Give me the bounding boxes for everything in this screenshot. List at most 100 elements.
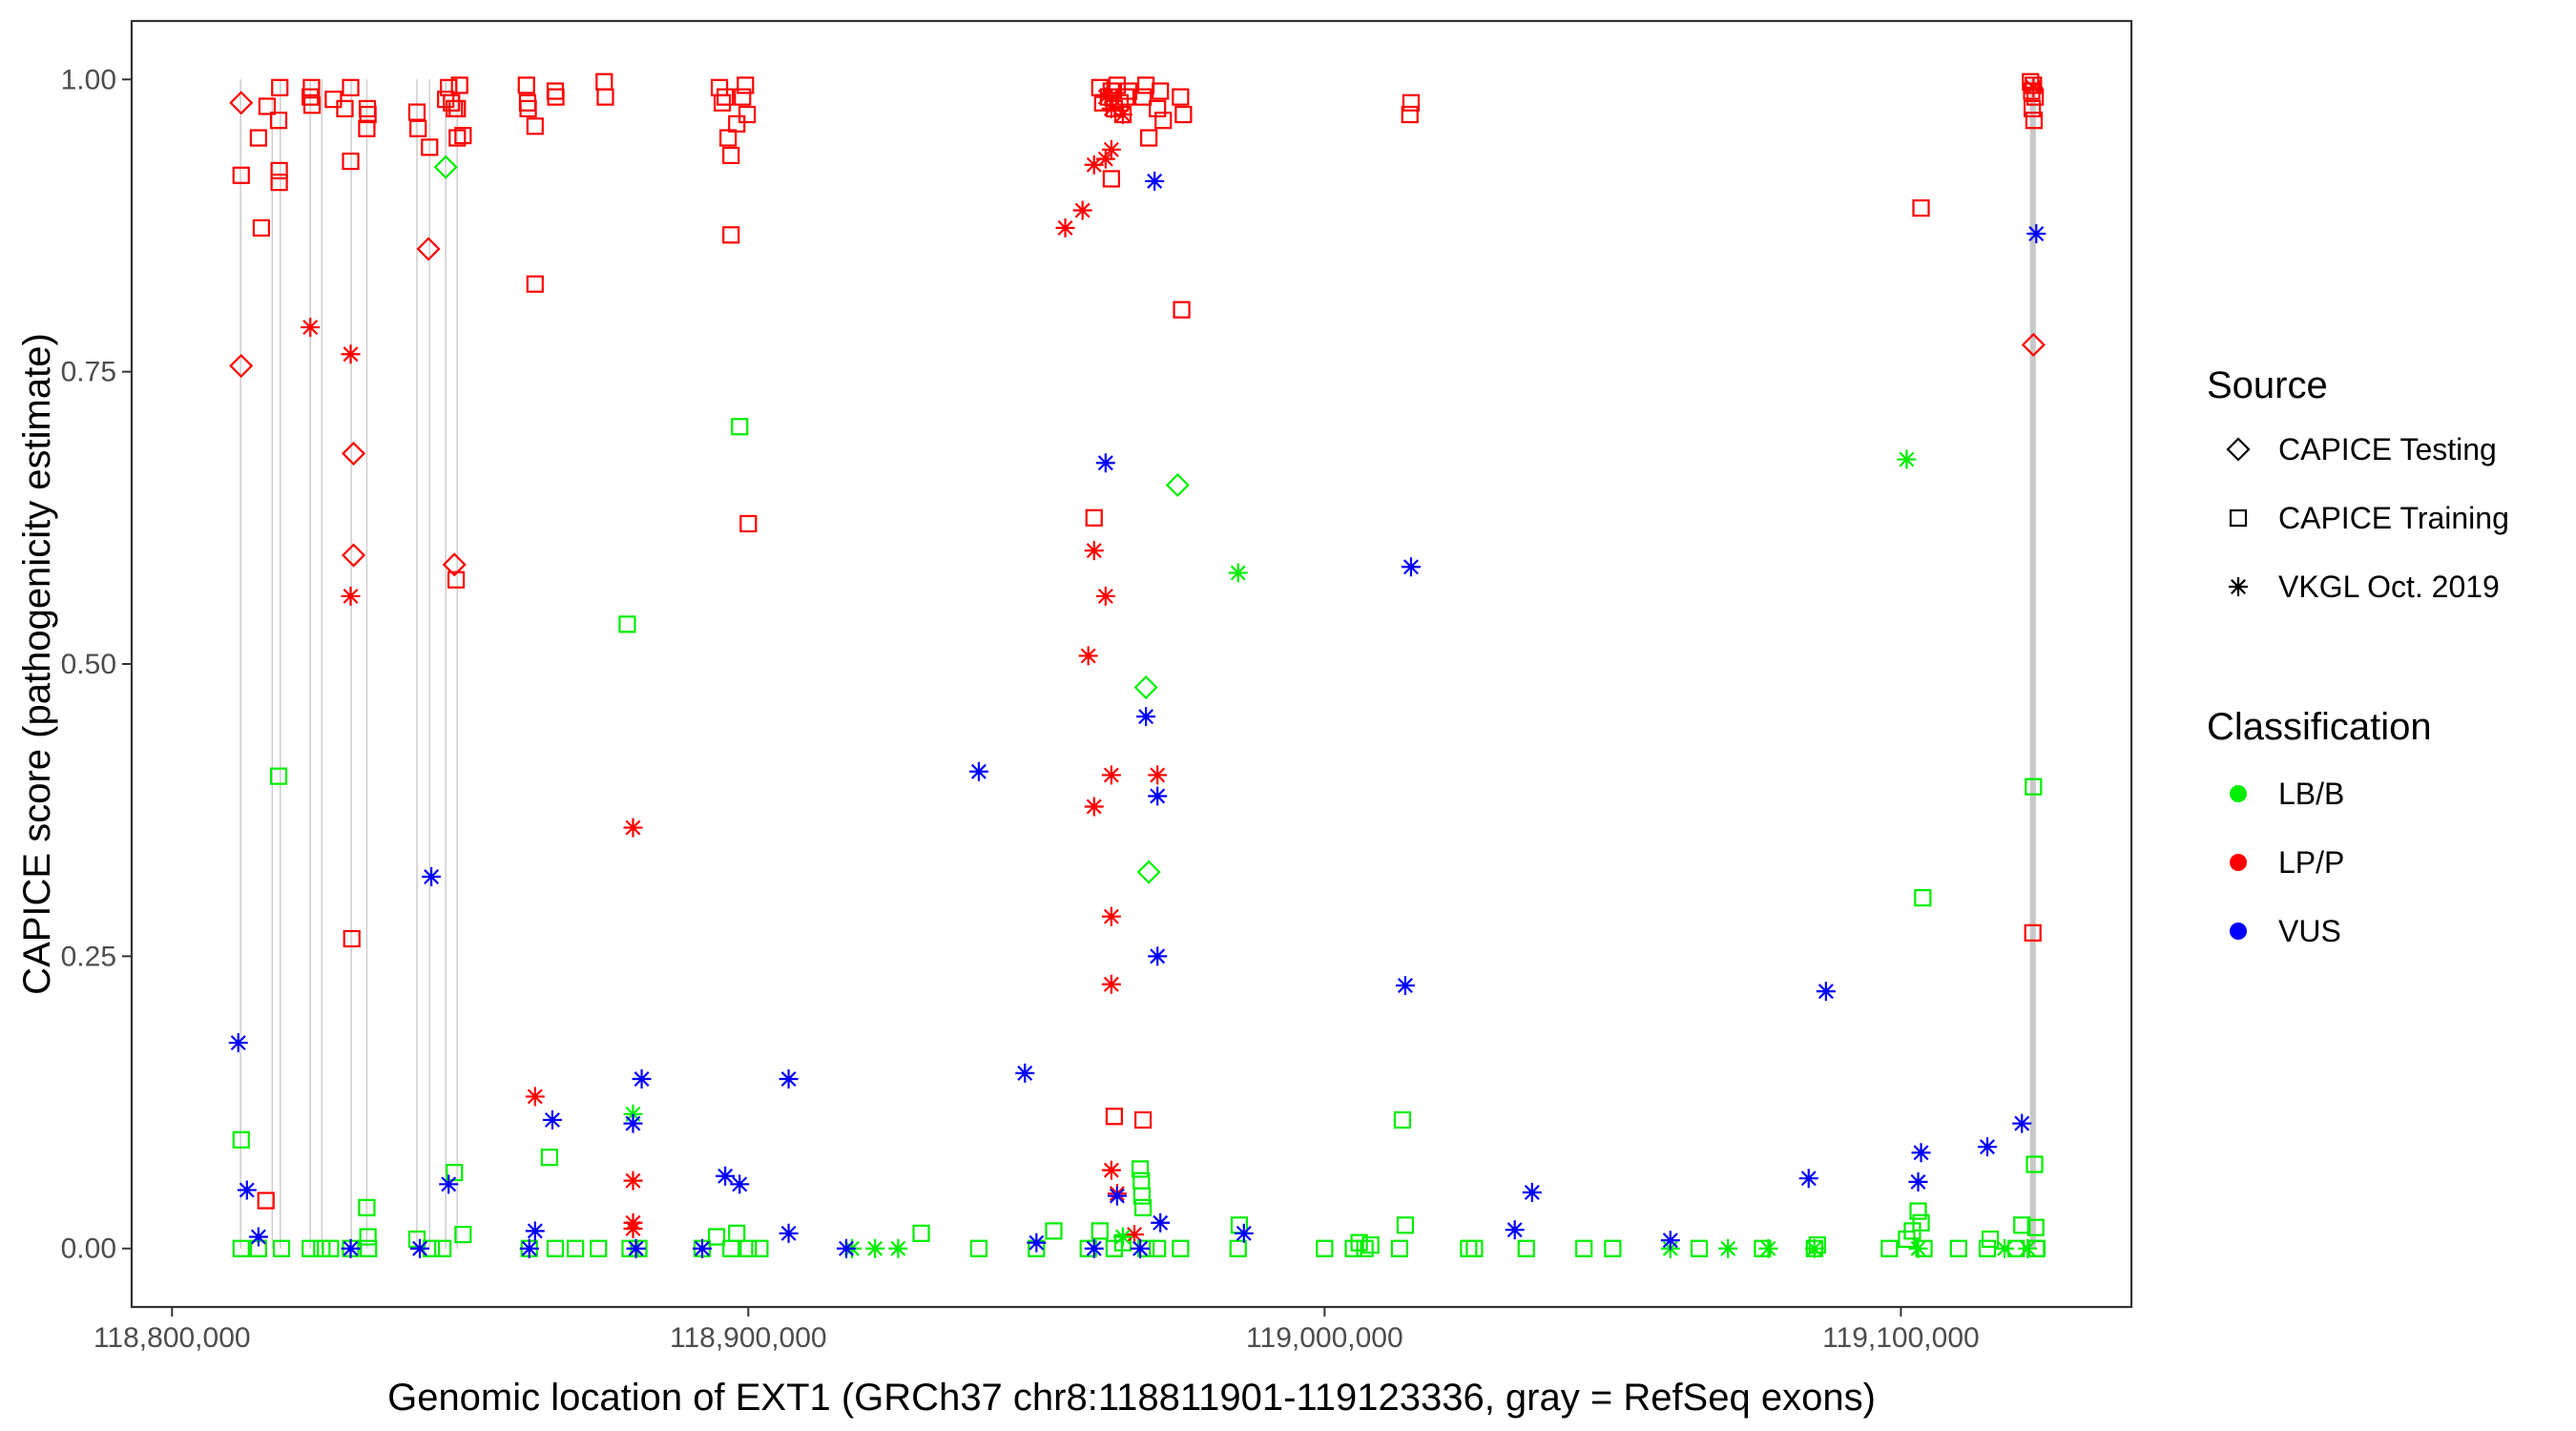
axis-tick-layer: 0.00 0.25 0.50 0.75 1.00 118,800,000 118,900,0… bbox=[61, 64, 1980, 1354]
data-point bbox=[1396, 1216, 1415, 1234]
data-point bbox=[546, 82, 565, 100]
data-point bbox=[1909, 1202, 1927, 1220]
legend-label: VUS bbox=[2278, 914, 2341, 948]
y-tick-label: 0.75 bbox=[61, 357, 116, 388]
data-point bbox=[1804, 1238, 1824, 1258]
data-point bbox=[567, 1239, 585, 1257]
data-point bbox=[434, 1239, 452, 1257]
data-point bbox=[1690, 1239, 1709, 1257]
data-point bbox=[519, 1238, 539, 1258]
data-point bbox=[722, 146, 740, 165]
data-point bbox=[722, 226, 740, 244]
plot-panel-border bbox=[130, 19, 2133, 1309]
legend-label: CAPICE Training bbox=[2278, 501, 2509, 535]
x-tick-label: 118,800,000 bbox=[93, 1322, 251, 1354]
legend-key-square bbox=[2229, 508, 2248, 528]
data-point bbox=[2025, 778, 2043, 796]
data-point bbox=[734, 88, 752, 106]
data-point bbox=[1107, 1186, 1127, 1206]
data-point bbox=[1880, 1239, 1899, 1257]
data-point bbox=[716, 1166, 736, 1186]
data-point bbox=[1816, 982, 1836, 1002]
data-point bbox=[302, 78, 321, 96]
data-point bbox=[1136, 860, 1161, 884]
data-point bbox=[526, 275, 544, 293]
data-point bbox=[358, 119, 376, 137]
data-point bbox=[1095, 586, 1115, 606]
data-point bbox=[1084, 1238, 1104, 1258]
data-point bbox=[626, 1238, 646, 1258]
data-point bbox=[358, 1198, 376, 1216]
legend-key-asterisk bbox=[2229, 577, 2248, 596]
data-point bbox=[837, 1238, 857, 1258]
data-point bbox=[342, 152, 360, 171]
data-point bbox=[1912, 198, 1930, 218]
data-point bbox=[409, 119, 427, 137]
data-point bbox=[542, 1110, 562, 1130]
data-point bbox=[2024, 99, 2042, 118]
data-point bbox=[2024, 77, 2044, 97]
data-point bbox=[692, 1238, 712, 1258]
y-tick-label: 0.00 bbox=[61, 1234, 116, 1265]
data-point bbox=[596, 88, 614, 106]
data-point bbox=[1316, 1239, 1334, 1257]
data-point bbox=[1465, 1239, 1484, 1257]
legend-label: LP/P bbox=[2278, 845, 2344, 880]
data-point bbox=[1133, 1110, 1153, 1130]
data-point bbox=[336, 99, 354, 118]
data-point bbox=[1395, 976, 1415, 995]
data-point bbox=[1132, 1187, 1151, 1205]
data-point bbox=[1131, 1238, 1151, 1258]
data-point bbox=[322, 1239, 340, 1257]
data-point bbox=[1911, 1143, 1931, 1163]
data-point bbox=[1101, 906, 1121, 926]
legend-key-diamond bbox=[2226, 437, 2251, 462]
data-point bbox=[443, 93, 461, 112]
data-point bbox=[454, 126, 472, 145]
data-point bbox=[1897, 449, 1917, 469]
data-point bbox=[342, 78, 360, 96]
legend-label: CAPICE Testing bbox=[2278, 432, 2497, 467]
data-point bbox=[728, 114, 746, 133]
data-point bbox=[1758, 1238, 1778, 1258]
data-point bbox=[751, 1239, 769, 1257]
data-point bbox=[739, 514, 758, 533]
data-point bbox=[1149, 99, 1167, 118]
data-point bbox=[526, 117, 544, 135]
data-point bbox=[2026, 1218, 2045, 1236]
data-point bbox=[301, 318, 321, 338]
data-point bbox=[1078, 646, 1098, 666]
data-point bbox=[1575, 1239, 1593, 1257]
data-point bbox=[2026, 224, 2046, 244]
data-point bbox=[1027, 1233, 1047, 1253]
data-point bbox=[590, 1239, 608, 1257]
data-point bbox=[1055, 218, 1075, 238]
data-point bbox=[1522, 1182, 1542, 1202]
data-point bbox=[1140, 129, 1158, 147]
data-point bbox=[525, 1087, 545, 1107]
data-point bbox=[1995, 1238, 2015, 1258]
data-point bbox=[422, 867, 442, 887]
data-point bbox=[1084, 797, 1104, 817]
data-point bbox=[623, 818, 643, 838]
data-point bbox=[722, 1239, 740, 1257]
data-point bbox=[737, 76, 755, 94]
data-point bbox=[258, 97, 277, 115]
data-point bbox=[714, 93, 732, 112]
data-point bbox=[1133, 1198, 1153, 1216]
data-point bbox=[232, 166, 250, 184]
data-point bbox=[2012, 1113, 2032, 1133]
data-point bbox=[888, 1238, 908, 1258]
data-point bbox=[1101, 98, 1121, 118]
data-point bbox=[1112, 1227, 1132, 1247]
data-point bbox=[2013, 1216, 2031, 1234]
data-point bbox=[547, 88, 565, 106]
data-point bbox=[257, 1192, 275, 1210]
data-point bbox=[1145, 171, 1165, 191]
data-point bbox=[865, 1238, 885, 1258]
data-point bbox=[1133, 674, 1158, 700]
data-point bbox=[1229, 1239, 1247, 1257]
data-point bbox=[518, 93, 537, 112]
data-point bbox=[623, 1113, 643, 1133]
data-point bbox=[1101, 765, 1121, 785]
